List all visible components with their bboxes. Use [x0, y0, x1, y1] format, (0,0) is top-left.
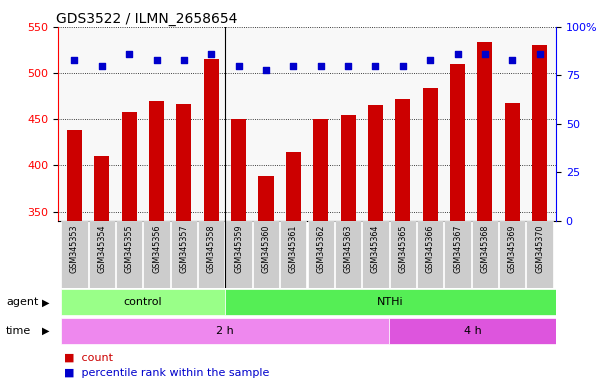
Bar [286, 152, 301, 221]
FancyBboxPatch shape [225, 290, 556, 315]
Text: ▶: ▶ [42, 326, 49, 336]
Text: GSM345357: GSM345357 [180, 224, 188, 273]
FancyBboxPatch shape [527, 221, 553, 288]
Point [179, 57, 189, 63]
Text: GSM345368: GSM345368 [480, 224, 489, 273]
Point [261, 66, 271, 73]
Point [370, 63, 380, 69]
Point [507, 57, 517, 63]
FancyBboxPatch shape [89, 221, 115, 288]
Text: GSM345353: GSM345353 [70, 224, 79, 273]
Point [480, 51, 490, 57]
Text: control: control [123, 297, 162, 308]
Point [207, 51, 216, 57]
Text: GSM345362: GSM345362 [316, 224, 325, 273]
Text: GSM345366: GSM345366 [426, 224, 434, 273]
Text: GSM345369: GSM345369 [508, 224, 517, 273]
Text: GSM345364: GSM345364 [371, 224, 380, 273]
Point [398, 63, 408, 69]
Point [124, 51, 134, 57]
Bar [477, 41, 492, 221]
Text: ■  count: ■ count [64, 353, 113, 363]
Point [234, 63, 244, 69]
Text: GSM345361: GSM345361 [289, 224, 298, 273]
Bar [368, 105, 383, 221]
Point [316, 63, 326, 69]
Text: GSM345360: GSM345360 [262, 224, 271, 273]
Text: agent: agent [6, 297, 38, 308]
FancyBboxPatch shape [444, 221, 470, 288]
Text: GSM345363: GSM345363 [343, 224, 353, 273]
Point [535, 51, 544, 57]
FancyBboxPatch shape [225, 221, 252, 288]
Bar [258, 177, 274, 221]
Text: ■  percentile rank within the sample: ■ percentile rank within the sample [64, 368, 269, 378]
Bar [231, 119, 246, 221]
Text: time: time [6, 326, 31, 336]
Text: 2 h: 2 h [216, 326, 234, 336]
FancyBboxPatch shape [61, 221, 87, 288]
Bar [395, 99, 411, 221]
Text: GSM345367: GSM345367 [453, 224, 462, 273]
Point [343, 63, 353, 69]
FancyBboxPatch shape [253, 221, 279, 288]
FancyBboxPatch shape [144, 221, 170, 288]
FancyBboxPatch shape [335, 221, 361, 288]
Text: GSM345358: GSM345358 [207, 224, 216, 273]
Bar [177, 104, 191, 221]
Bar [149, 101, 164, 221]
Bar [450, 64, 465, 221]
Text: 4 h: 4 h [464, 326, 481, 336]
Point [70, 57, 79, 63]
Bar [340, 114, 356, 221]
FancyBboxPatch shape [362, 221, 389, 288]
Text: GSM345355: GSM345355 [125, 224, 134, 273]
Bar [313, 119, 328, 221]
FancyBboxPatch shape [390, 221, 416, 288]
FancyBboxPatch shape [280, 221, 307, 288]
Point [152, 57, 161, 63]
FancyBboxPatch shape [170, 221, 197, 288]
Point [425, 57, 435, 63]
FancyBboxPatch shape [389, 318, 556, 344]
Point [453, 51, 463, 57]
Bar [505, 103, 520, 221]
Text: NTHi: NTHi [377, 297, 404, 308]
Text: GSM345365: GSM345365 [398, 224, 408, 273]
FancyBboxPatch shape [472, 221, 498, 288]
Text: GSM345356: GSM345356 [152, 224, 161, 273]
Bar [423, 88, 437, 221]
Point [97, 63, 107, 69]
FancyBboxPatch shape [417, 221, 444, 288]
Bar [122, 112, 137, 221]
FancyBboxPatch shape [499, 221, 525, 288]
Point [288, 63, 298, 69]
Text: ▶: ▶ [42, 297, 49, 308]
Text: GSM345359: GSM345359 [234, 224, 243, 273]
FancyBboxPatch shape [198, 221, 224, 288]
Bar [67, 130, 82, 221]
FancyBboxPatch shape [60, 318, 389, 344]
Text: GSM345354: GSM345354 [97, 224, 106, 273]
Bar [94, 156, 109, 221]
Bar [203, 59, 219, 221]
Text: GSM345370: GSM345370 [535, 224, 544, 273]
Bar [532, 45, 547, 221]
FancyBboxPatch shape [307, 221, 334, 288]
Text: GDS3522 / ILMN_2658654: GDS3522 / ILMN_2658654 [56, 12, 237, 26]
FancyBboxPatch shape [116, 221, 142, 288]
FancyBboxPatch shape [60, 290, 225, 315]
